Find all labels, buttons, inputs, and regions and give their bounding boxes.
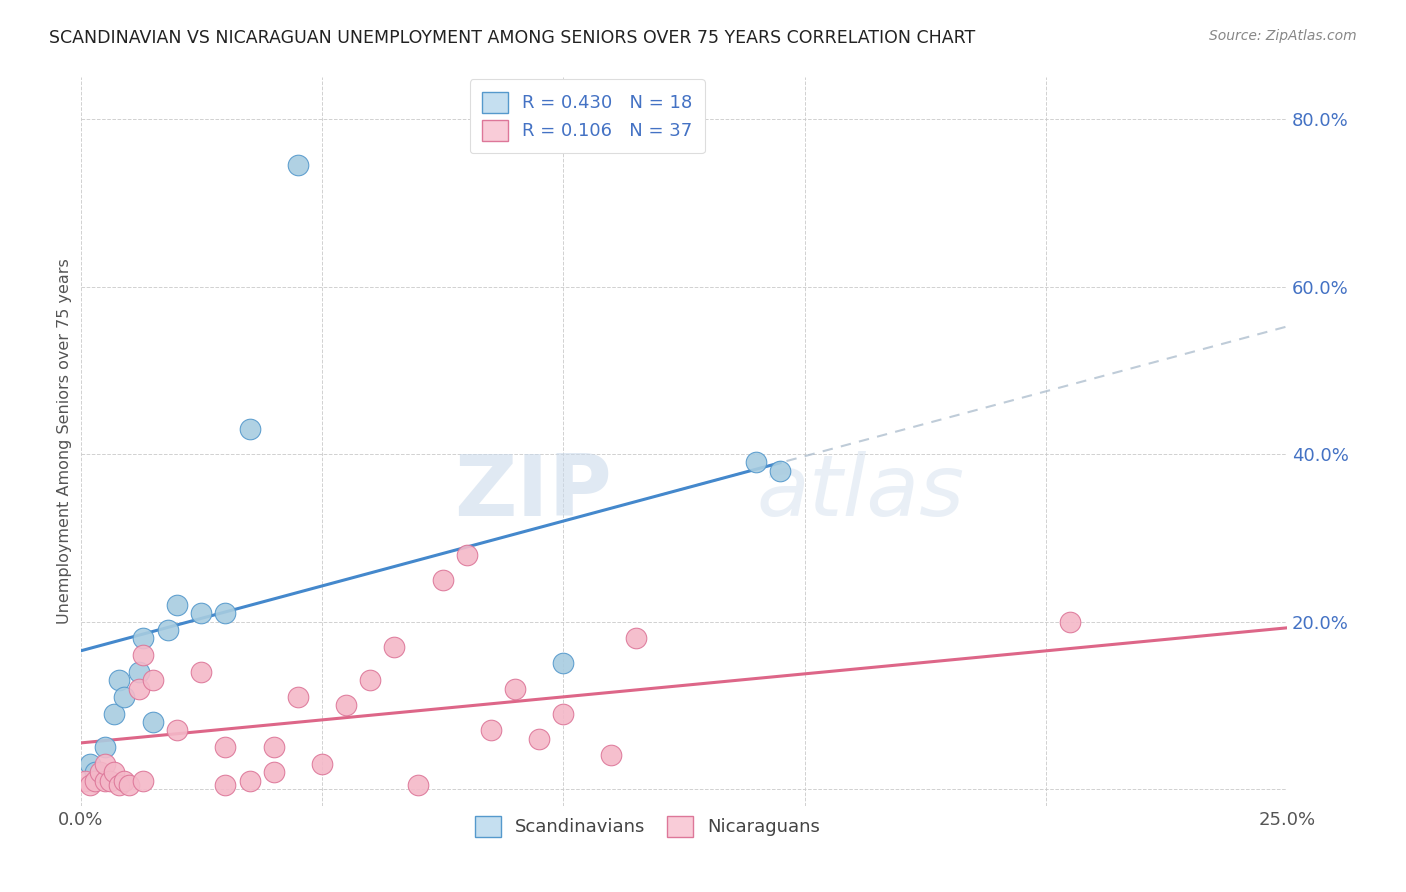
Point	[79, 778, 101, 792]
Point	[600, 748, 623, 763]
Point	[287, 690, 309, 704]
Point	[94, 773, 117, 788]
Text: ZIP: ZIP	[454, 451, 612, 534]
Point	[112, 690, 135, 704]
Point	[156, 623, 179, 637]
Point	[108, 778, 131, 792]
Point	[118, 778, 141, 792]
Legend: Scandinavians, Nicaraguans: Scandinavians, Nicaraguans	[468, 809, 827, 844]
Point	[84, 765, 107, 780]
Point	[79, 756, 101, 771]
Point	[553, 657, 575, 671]
Point	[432, 573, 454, 587]
Point	[214, 740, 236, 755]
Point	[238, 773, 260, 788]
Text: SCANDINAVIAN VS NICARAGUAN UNEMPLOYMENT AMONG SENIORS OVER 75 YEARS CORRELATION : SCANDINAVIAN VS NICARAGUAN UNEMPLOYMENT …	[49, 29, 976, 46]
Point	[142, 714, 165, 729]
Point	[98, 773, 121, 788]
Point	[132, 773, 155, 788]
Point	[359, 673, 381, 687]
Point	[408, 778, 430, 792]
Point	[527, 731, 550, 746]
Point	[103, 706, 125, 721]
Point	[128, 665, 150, 679]
Point	[553, 706, 575, 721]
Point	[311, 756, 333, 771]
Point	[94, 756, 117, 771]
Point	[503, 681, 526, 696]
Point	[166, 598, 188, 612]
Point	[263, 765, 285, 780]
Point	[94, 740, 117, 755]
Point	[769, 464, 792, 478]
Point	[745, 455, 768, 469]
Point	[214, 778, 236, 792]
Point	[89, 765, 111, 780]
Point	[166, 723, 188, 738]
Point	[190, 665, 212, 679]
Point	[103, 765, 125, 780]
Point	[142, 673, 165, 687]
Point	[335, 698, 357, 713]
Point	[624, 632, 647, 646]
Text: Source: ZipAtlas.com: Source: ZipAtlas.com	[1209, 29, 1357, 43]
Point	[75, 773, 97, 788]
Point	[1059, 615, 1081, 629]
Point	[238, 422, 260, 436]
Point	[382, 640, 405, 654]
Point	[456, 548, 478, 562]
Point	[108, 673, 131, 687]
Y-axis label: Unemployment Among Seniors over 75 years: Unemployment Among Seniors over 75 years	[58, 259, 72, 624]
Point	[132, 648, 155, 662]
Point	[190, 606, 212, 620]
Point	[128, 681, 150, 696]
Point	[287, 158, 309, 172]
Point	[263, 740, 285, 755]
Text: atlas: atlas	[756, 451, 965, 534]
Point	[84, 773, 107, 788]
Point	[479, 723, 502, 738]
Point	[132, 632, 155, 646]
Point	[214, 606, 236, 620]
Point	[112, 773, 135, 788]
